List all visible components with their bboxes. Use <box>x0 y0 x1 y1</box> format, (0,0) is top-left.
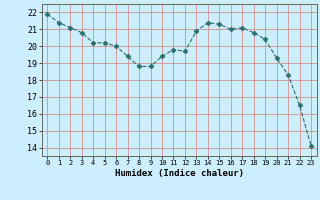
X-axis label: Humidex (Indice chaleur): Humidex (Indice chaleur) <box>115 169 244 178</box>
